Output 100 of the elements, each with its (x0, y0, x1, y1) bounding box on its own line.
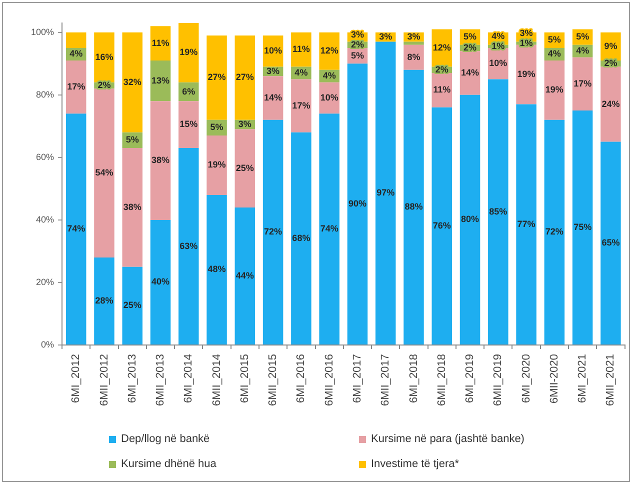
data-label: 77% (517, 218, 536, 229)
data-label: 4% (576, 46, 590, 56)
legend-label: Kursime dhënë hua (121, 458, 216, 470)
x-tick-label: 6MII_2012 (98, 354, 110, 406)
data-label: 11% (152, 38, 170, 48)
bar (432, 107, 452, 345)
x-tick-label: 6MI_2015 (238, 354, 251, 403)
bar (66, 60, 86, 114)
bar (94, 257, 114, 345)
data-label: 3% (238, 119, 252, 130)
data-label: 13% (151, 75, 170, 86)
data-label: 72% (264, 226, 282, 237)
data-label: 19% (545, 84, 564, 95)
bar (291, 79, 312, 132)
data-label: 85% (489, 206, 508, 216)
bar (600, 66, 621, 142)
data-label: 3% (407, 32, 420, 42)
y-tick-label: 40% (36, 214, 54, 224)
data-label: 15% (180, 119, 198, 130)
data-label: 72% (545, 226, 564, 237)
x-tick-label: 6MII-2020 (548, 354, 560, 404)
data-label: 12% (320, 46, 338, 56)
bar (206, 136, 227, 195)
data-label: 5% (210, 122, 224, 132)
data-label: 24% (602, 98, 620, 109)
bar (234, 129, 256, 208)
data-label: 4% (322, 70, 336, 81)
data-label: 14% (264, 92, 282, 103)
x-tick-label: 6MII_2015 (267, 354, 280, 406)
bar (404, 42, 424, 45)
data-label: 17% (292, 100, 310, 110)
data-label: 75% (574, 222, 592, 232)
data-label: 3% (350, 29, 364, 40)
bar (122, 148, 142, 267)
x-tick-label: 6MII_2013 (154, 354, 167, 406)
bar (66, 114, 86, 345)
data-label: 17% (67, 82, 86, 92)
data-label: 10% (489, 58, 508, 68)
bar (432, 73, 452, 108)
bar (544, 120, 565, 345)
data-label: 6% (182, 86, 196, 96)
data-label: 5% (576, 32, 590, 42)
data-label: 76% (432, 220, 451, 230)
data-label: 2% (350, 39, 364, 50)
legend-label: Kursime në para (jashtë banke) (371, 433, 524, 445)
data-label: 38% (151, 155, 170, 166)
bar (122, 266, 142, 345)
x-tick-label: 6MII_2019 (492, 354, 504, 406)
data-label: 5% (350, 50, 364, 60)
data-label: 2% (464, 42, 477, 52)
x-tick-label: 6MI_2016 (295, 354, 308, 403)
data-label: 68% (292, 232, 310, 243)
data-label: 38% (123, 202, 142, 212)
data-label: 27% (208, 72, 226, 82)
legend-label: Dep/llog në bankë (121, 433, 210, 445)
bar (572, 57, 593, 111)
y-tick-label: 0% (41, 340, 54, 350)
legend-label: Investime të tjera* (371, 458, 460, 470)
x-tick-label: 6MII_2017 (380, 354, 392, 406)
data-label: 48% (208, 264, 226, 274)
bar (291, 32, 312, 67)
bar (544, 60, 565, 120)
bar (206, 194, 227, 345)
x-tick-label: 6MI_2018 (408, 354, 420, 403)
y-tick-label: 100% (30, 26, 54, 37)
data-label: 90% (348, 198, 366, 209)
bar (234, 207, 256, 345)
bar (178, 23, 199, 82)
bar (122, 32, 142, 132)
data-label: 63% (180, 240, 198, 251)
data-label: 3% (266, 66, 280, 76)
data-label: 19% (517, 69, 536, 80)
x-tick-label: 6MII_2018 (436, 354, 448, 406)
data-label: 25% (123, 300, 142, 310)
y-tick-label: 80% (36, 89, 54, 100)
data-label: 19% (180, 47, 198, 58)
bar (206, 36, 227, 120)
data-label: 10% (264, 46, 282, 56)
x-tick-label: 6MI_2021 (576, 354, 589, 403)
data-label: 5% (126, 134, 139, 145)
data-label: 2% (98, 80, 111, 90)
bar (94, 32, 114, 82)
bar (178, 101, 199, 148)
x-tick-label: 6MI_2013 (126, 354, 138, 403)
data-label: 74% (67, 224, 86, 234)
bar (319, 114, 340, 345)
x-tick-label: 6MI_2012 (70, 354, 82, 403)
data-label: 27% (236, 72, 254, 82)
data-label: 4% (548, 48, 561, 59)
x-tick-label: 6MII_2014 (210, 354, 223, 406)
x-tick-label: 6MI_2020 (520, 354, 532, 403)
bar (375, 42, 396, 345)
bar (150, 220, 171, 345)
data-label: 65% (602, 238, 620, 248)
data-label: 40% (151, 276, 170, 287)
bar (460, 94, 480, 345)
bar (66, 32, 86, 48)
data-label: 16% (95, 52, 114, 62)
data-label: 2% (604, 58, 618, 68)
bar (234, 36, 256, 120)
